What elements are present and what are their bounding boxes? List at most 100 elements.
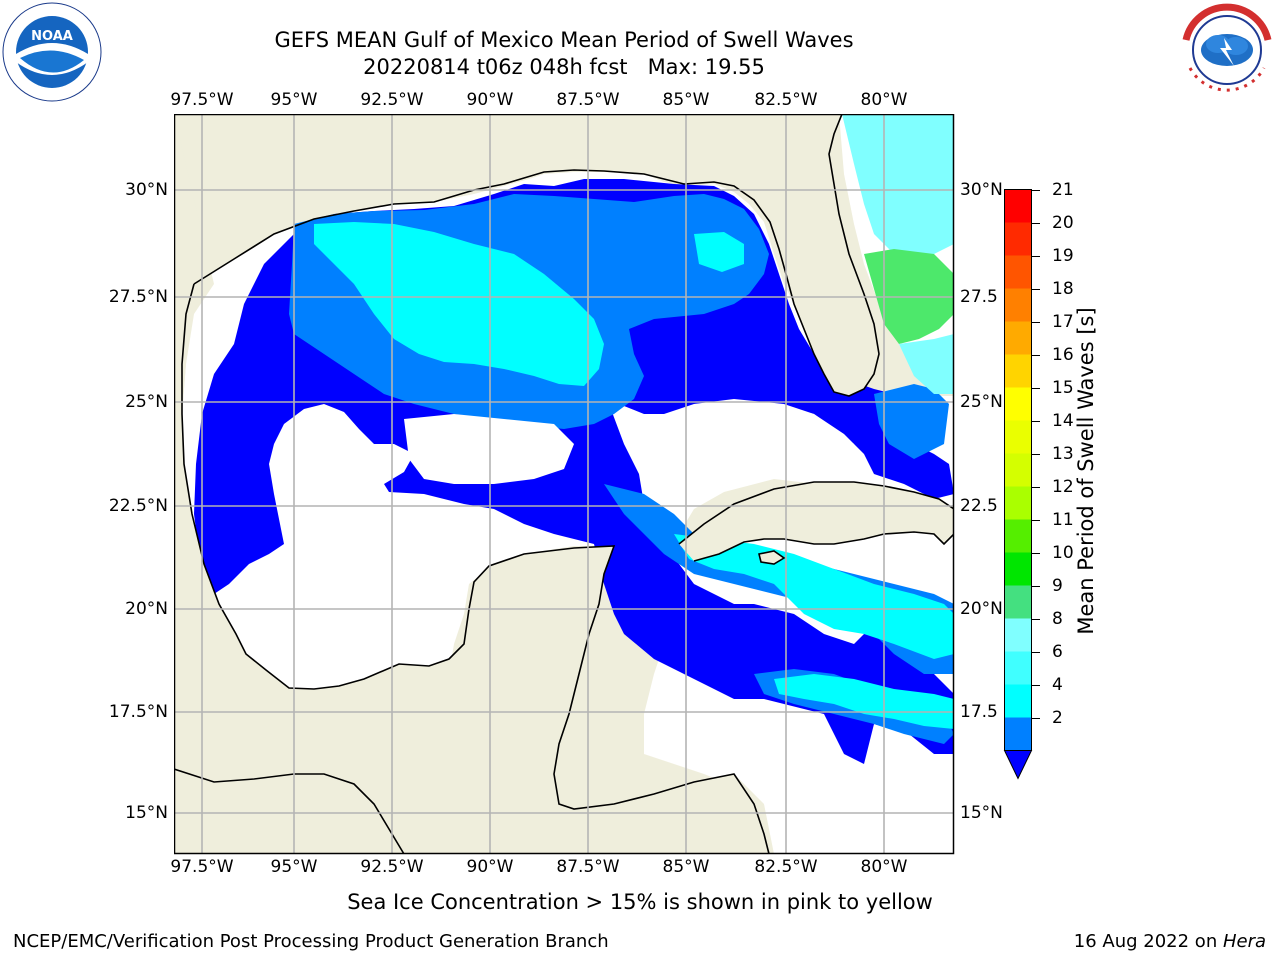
coastlines [174, 114, 954, 854]
lat-tick-label-right: 22.5 [960, 496, 998, 516]
colorbar-bin [1004, 519, 1032, 553]
colorbar-tick-mark [1032, 354, 1040, 356]
lon-tick-label-bottom: 95°W [270, 857, 318, 877]
colorbar-tick-label: 12 [1052, 476, 1074, 497]
noaa-logo-text: NOAA [31, 29, 73, 44]
map-panel [174, 114, 955, 855]
footer-credit: NCEP/EMC/Verification Post Processing Pr… [13, 931, 609, 952]
florida-land [174, 114, 954, 396]
lon-tick-label-top: 90°W [466, 90, 514, 110]
colorbar-bin [1004, 222, 1032, 256]
lon-tick-label-top: 80°W [860, 90, 908, 110]
lon-tick-label-bottom: 87.5°W [556, 857, 620, 877]
colorbar-tick-label: 9 [1052, 575, 1063, 596]
lat-tick-label-left: 15°N [125, 803, 168, 823]
colorbar-bin [1004, 618, 1032, 652]
colorbar-tick-mark [1032, 420, 1040, 422]
colorbar-tick-label: 13 [1052, 443, 1074, 464]
lat-tick-label-left: 25°N [125, 392, 168, 412]
colorbar-tick-label: 18 [1052, 278, 1074, 299]
colorbar-label-wrap: Mean Period of Swell Waves [s] [1074, 307, 1110, 634]
colorbar-tick-mark [1032, 453, 1040, 455]
chart-title: GEFS MEAN Gulf of Mexico Mean Period of … [274, 28, 854, 52]
colorbar [1003, 189, 1033, 780]
colorbar-bin [1004, 420, 1032, 454]
footer-date: 16 Aug 2022 on Hera [1074, 931, 1266, 952]
lon-tick-label-bottom: 82.5°W [754, 857, 818, 877]
lat-tick-label-right: 15°N [960, 803, 1003, 823]
lat-tick-label-left: 27.5°N [108, 287, 168, 307]
colorbar-bin [1004, 321, 1032, 355]
colorbar-tick-label: 6 [1052, 641, 1063, 662]
noaa-logo: NOAA [2, 2, 102, 102]
lon-tick-label-top: 95°W [270, 90, 318, 110]
colorbar-tick-mark [1032, 552, 1040, 554]
lat-tick-label-left: 20°N [125, 599, 168, 619]
colorbar-tick-mark [1032, 288, 1040, 290]
colorbar-bin [1004, 552, 1032, 586]
colorbar-tick-label: 8 [1052, 608, 1063, 629]
lat-tick-label-right: 17.5 [960, 702, 998, 722]
blank-patch-1 [686, 402, 864, 479]
swell-6-8 [314, 222, 954, 729]
colorbar-tick-mark [1032, 618, 1040, 620]
colorbar-tick-mark [1032, 585, 1040, 587]
sea-ice-note-text: Sea Ice Concentration > 15% is shown in … [347, 890, 933, 914]
map-frame [174, 114, 955, 855]
colorbar-tick-label: 20 [1052, 212, 1074, 233]
colorbar-tick-label: 21 [1052, 179, 1074, 200]
colorbar-tick-mark [1032, 486, 1040, 488]
colorbar-tick-label: 10 [1052, 542, 1074, 563]
footer-date-text: 16 Aug 2022 on [1073, 931, 1223, 952]
colorbar-bin [1004, 453, 1032, 487]
lon-tick-label-top: 87.5°W [556, 90, 620, 110]
colorbar-tick-mark [1032, 519, 1040, 521]
colorbar-tick-label: 14 [1052, 410, 1074, 431]
colorbar-frame [1004, 189, 1032, 751]
colorbar-tick-mark [1032, 222, 1040, 224]
colorbar-tick-mark [1032, 189, 1040, 191]
lat-tick-label-right: 20°N [960, 599, 1003, 619]
colorbar-tick-mark [1032, 387, 1040, 389]
blank-patch-2 [404, 414, 574, 484]
colorbar-bin [1004, 717, 1032, 751]
lon-tick-label-bottom: 90°W [466, 857, 514, 877]
swell-8-9 [842, 114, 954, 254]
footer-machine: Hera [1222, 931, 1266, 952]
lat-tick-label-right: 27.5 [960, 287, 998, 307]
lon-tick-label-top: 85°W [662, 90, 710, 110]
colorbar-tick-label: 17 [1052, 311, 1074, 332]
colorbar-tick-label: 11 [1052, 509, 1074, 530]
lon-tick-label-top: 92.5°W [360, 90, 424, 110]
colorbar-tick-mark [1032, 684, 1040, 686]
colorbar-extend-triangle [1003, 750, 1033, 780]
colorbar-bin [1004, 354, 1032, 388]
lon-tick-label-top: 82.5°W [754, 90, 818, 110]
lon-tick-label-bottom: 97.5°W [170, 857, 234, 877]
lon-tick-label-bottom: 85°W [662, 857, 710, 877]
colorbar-tick-label: 15 [1052, 377, 1074, 398]
lat-tick-label-left: 17.5°N [108, 702, 168, 722]
colorbar-tick-label: 4 [1052, 674, 1063, 695]
colorbar-bin [1004, 585, 1032, 619]
colorbar-bin [1004, 684, 1032, 718]
lat-tick-label-right: 25°N [960, 392, 1003, 412]
nws-logo [1176, 0, 1278, 100]
colorbar-bin [1004, 387, 1032, 421]
colorbar-tick-mark [1032, 651, 1040, 653]
colorbar-tick-label: 19 [1052, 245, 1074, 266]
colorbar-bin [1004, 288, 1032, 322]
lon-tick-label-bottom: 80°W [860, 857, 908, 877]
colorbar-bin [1004, 651, 1032, 685]
colorbar-tick-mark [1032, 717, 1040, 719]
grid-lines [174, 114, 954, 854]
chart-subtitle: 20220814 t06z 048h fcst Max: 19.55 [363, 55, 765, 79]
colorbar-bin [1004, 189, 1032, 223]
swell-8-9-fl [899, 334, 954, 394]
lat-tick-label-right: 30°N [960, 180, 1003, 200]
lon-tick-label-top: 97.5°W [170, 90, 234, 110]
colorbar-bin [1004, 255, 1032, 289]
lat-tick-label-left: 30°N [125, 180, 168, 200]
colorbar-tick-label: 16 [1052, 344, 1074, 365]
colorbar-tick-mark [1032, 321, 1040, 323]
